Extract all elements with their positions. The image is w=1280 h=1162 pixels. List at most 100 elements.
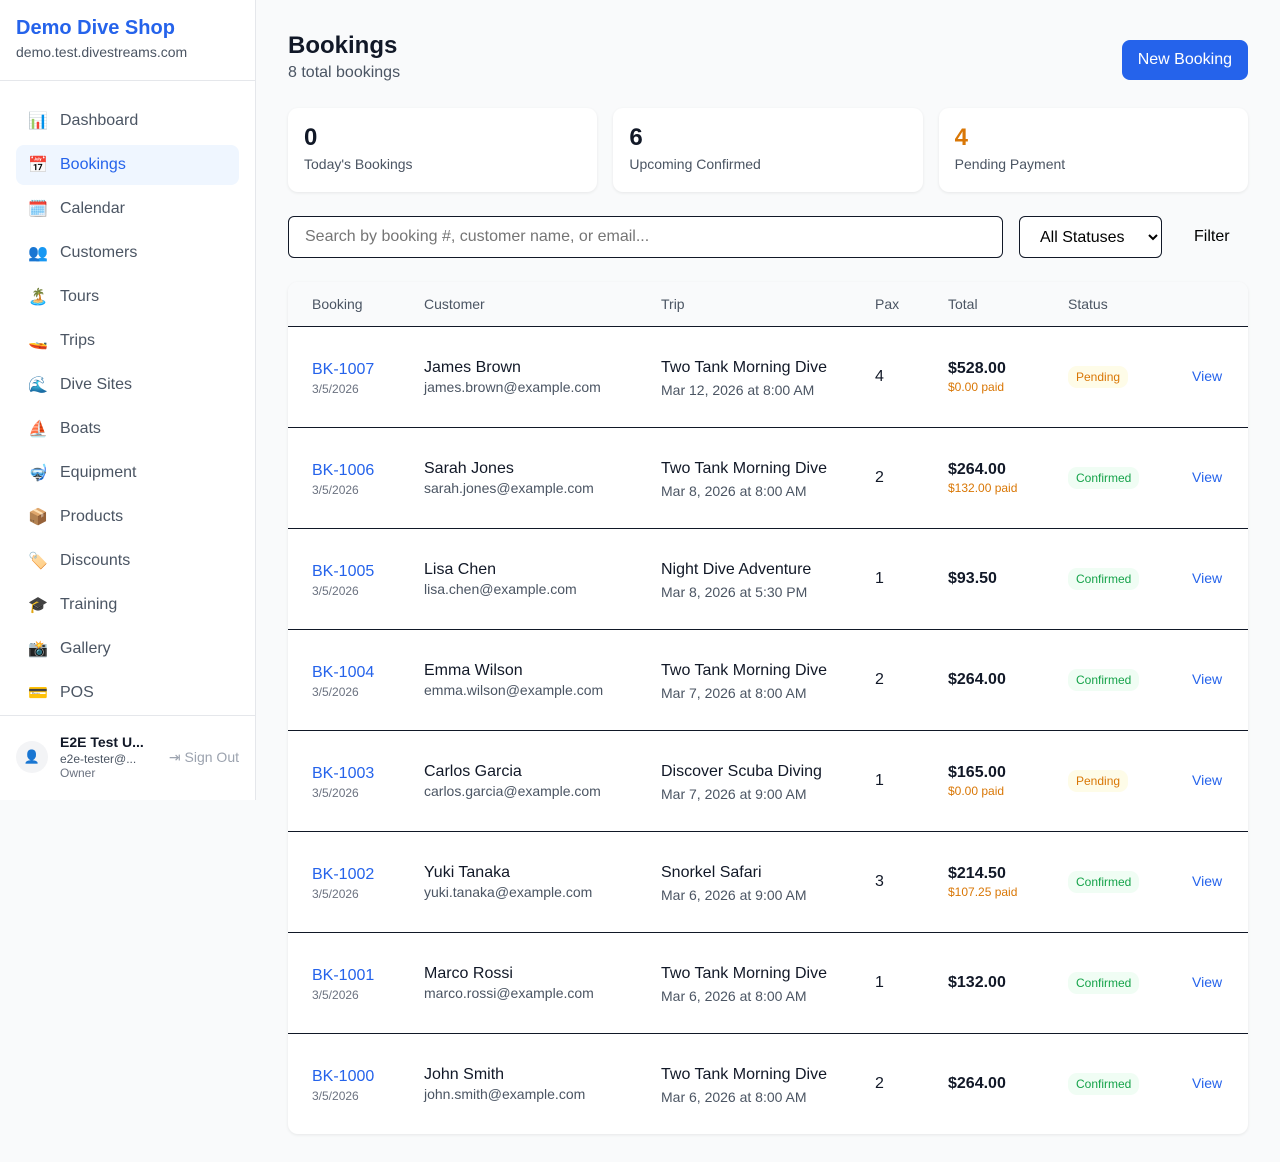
customer-email: james.brown@example.com	[424, 378, 601, 395]
booking-total: $528.00	[948, 359, 1006, 377]
pax-count: 4	[875, 326, 948, 428]
trip-time: Mar 12, 2026 at 8:00 AM	[661, 381, 815, 398]
stat-label: Upcoming Confirmed	[629, 156, 761, 172]
view-link[interactable]: View	[1192, 367, 1223, 384]
table-row: BK-1006 3/5/2026 Sarah Jones sarah.jones@e…	[288, 427, 1248, 529]
booking-link[interactable]: BK-1000	[312, 1067, 375, 1085]
calendar-icon: 📅	[28, 157, 48, 174]
sidebar-item-label: Calendar	[60, 200, 125, 217]
spiral-calendar-icon: 🗓️	[28, 201, 48, 218]
trip-name: Night Dive Adventure	[661, 560, 812, 578]
pax-count: 1	[875, 932, 948, 1034]
sidebar-item-label: Tours	[60, 288, 100, 305]
user-panel: 👤 E2E Test U... e2e-tester@... Owner ⇥ S…	[0, 715, 255, 798]
pax-count: 2	[875, 427, 948, 529]
sidebar-item-training[interactable]: 🎓 Training	[16, 585, 239, 625]
sidebar-item-products[interactable]: 📦 Products	[16, 497, 239, 537]
amount-paid: $132.00 paid	[948, 480, 1018, 495]
table-row: BK-1007 3/5/2026 James Brown james.brown@e…	[288, 326, 1248, 428]
view-link[interactable]: View	[1192, 1074, 1223, 1091]
trip-time: Mar 6, 2026 at 8:00 AM	[661, 987, 807, 1004]
view-link[interactable]: View	[1192, 973, 1223, 990]
amount-paid: $0.00 paid	[948, 783, 1005, 798]
shop-name[interactable]: Demo Dive Shop	[16, 17, 175, 39]
customer-email: sarah.jones@example.com	[424, 479, 594, 496]
sidebar-item-bookings[interactable]: 📅 Bookings	[16, 145, 239, 185]
sidebar-item-dive-sites[interactable]: 🌊 Dive Sites	[16, 365, 239, 405]
new-booking-button[interactable]: New Booking	[1121, 40, 1248, 80]
search-input[interactable]	[288, 216, 1003, 258]
table-row: BK-1001 3/5/2026 Marco Rossi marco.rossi@e…	[288, 932, 1248, 1034]
main-content: Bookings 8 total bookings New Booking 0 T…	[288, 32, 1248, 1134]
stat-label: Pending Payment	[954, 156, 1066, 172]
sidebar-item-equipment[interactable]: 🤿 Equipment	[16, 453, 239, 493]
column-header: Status	[1068, 282, 1192, 327]
trip-name: Two Tank Morning Dive	[661, 1065, 827, 1083]
customer-name: Marco Rossi	[424, 964, 513, 982]
booking-total: $132.00	[948, 973, 1006, 991]
customer-name: Carlos Garcia	[424, 762, 522, 780]
trip-time: Mar 7, 2026 at 9:00 AM	[661, 785, 807, 802]
graduation-cap-icon: 🎓	[28, 597, 48, 614]
stat-card: 0 Today's Bookings	[288, 108, 598, 192]
sidebar-item-tours[interactable]: 🏝️ Tours	[16, 277, 239, 317]
trip-time: Mar 8, 2026 at 5:30 PM	[661, 583, 808, 600]
users-icon: 👥	[28, 245, 48, 262]
booking-link[interactable]: BK-1007	[312, 360, 375, 378]
customer-name: Lisa Chen	[424, 560, 497, 578]
trip-name: Discover Scuba Diving	[661, 762, 822, 780]
booking-link[interactable]: BK-1006	[312, 461, 375, 479]
booking-link[interactable]: BK-1003	[312, 764, 375, 782]
trip-name: Two Tank Morning Dive	[661, 661, 827, 679]
trip-time: Mar 7, 2026 at 8:00 AM	[661, 684, 807, 701]
user-role: Owner	[60, 766, 96, 780]
booking-date: 3/5/2026	[312, 785, 359, 800]
booking-link[interactable]: BK-1004	[312, 663, 375, 681]
table-row: BK-1005 3/5/2026 Lisa Chen lisa.chen@examp…	[288, 528, 1248, 630]
view-link[interactable]: View	[1192, 670, 1223, 687]
sidebar-item-discounts[interactable]: 🏷️ Discounts	[16, 541, 239, 581]
sidebar-item-label: Bookings	[60, 156, 126, 173]
booking-total: $264.00	[948, 1074, 1006, 1092]
sidebar-item-gallery[interactable]: 📸 Gallery	[16, 629, 239, 669]
status-badge: Confirmed	[1068, 567, 1140, 590]
status-select[interactable]: All Statuses	[1019, 216, 1162, 258]
sidebar-item-calendar[interactable]: 🗓️ Calendar	[16, 189, 239, 229]
sidebar-item-trips[interactable]: 🚤 Trips	[16, 321, 239, 361]
sidebar-item-dashboard[interactable]: 📊 Dashboard	[16, 101, 239, 141]
booking-link[interactable]: BK-1005	[312, 562, 375, 580]
booking-total: $165.00	[948, 763, 1006, 781]
status-badge: Confirmed	[1068, 668, 1140, 691]
trip-time: Mar 6, 2026 at 8:00 AM	[661, 1088, 807, 1105]
sidebar-item-label: Gallery	[60, 640, 111, 657]
filter-button[interactable]: Filter	[1178, 216, 1246, 258]
booking-date: 3/5/2026	[312, 886, 359, 901]
table-row: BK-1000 3/5/2026 John Smith john.smith@exa…	[288, 1033, 1248, 1134]
stats-row: 0 Today's Bookings 6 Upcoming Confirmed 4 Pen…	[288, 108, 1248, 192]
pax-count: 1	[875, 730, 948, 832]
sidebar-item-pos[interactable]: 💳 POS	[16, 673, 239, 713]
pax-count: 3	[875, 831, 948, 933]
booking-total: $264.00	[948, 670, 1006, 688]
view-link[interactable]: View	[1192, 569, 1223, 586]
booking-link[interactable]: BK-1001	[312, 966, 375, 984]
filter-bar: All Statuses Filter	[288, 216, 1248, 258]
booking-total: $93.50	[948, 569, 997, 587]
stat-value: 4	[954, 124, 969, 151]
trip-time: Mar 8, 2026 at 8:00 AM	[661, 482, 807, 499]
booking-link[interactable]: BK-1002	[312, 865, 375, 883]
booking-date: 3/5/2026	[312, 381, 359, 396]
status-badge: Pending	[1068, 769, 1129, 792]
sidebar-item-boats[interactable]: ⛵ Boats	[16, 409, 239, 449]
view-link[interactable]: View	[1192, 872, 1223, 889]
booking-date: 3/5/2026	[312, 987, 359, 1002]
stat-card: 4 Pending Payment	[938, 108, 1248, 192]
customer-name: Sarah Jones	[424, 459, 514, 477]
column-header: Trip	[661, 282, 875, 327]
view-link[interactable]: View	[1192, 771, 1223, 788]
sidebar-item-customers[interactable]: 👥 Customers	[16, 233, 239, 273]
sidebar-item-label: Equipment	[60, 464, 137, 481]
sign-out-button[interactable]: ⇥ Sign Out	[169, 749, 239, 766]
status-badge: Confirmed	[1068, 870, 1140, 893]
view-link[interactable]: View	[1192, 468, 1223, 485]
